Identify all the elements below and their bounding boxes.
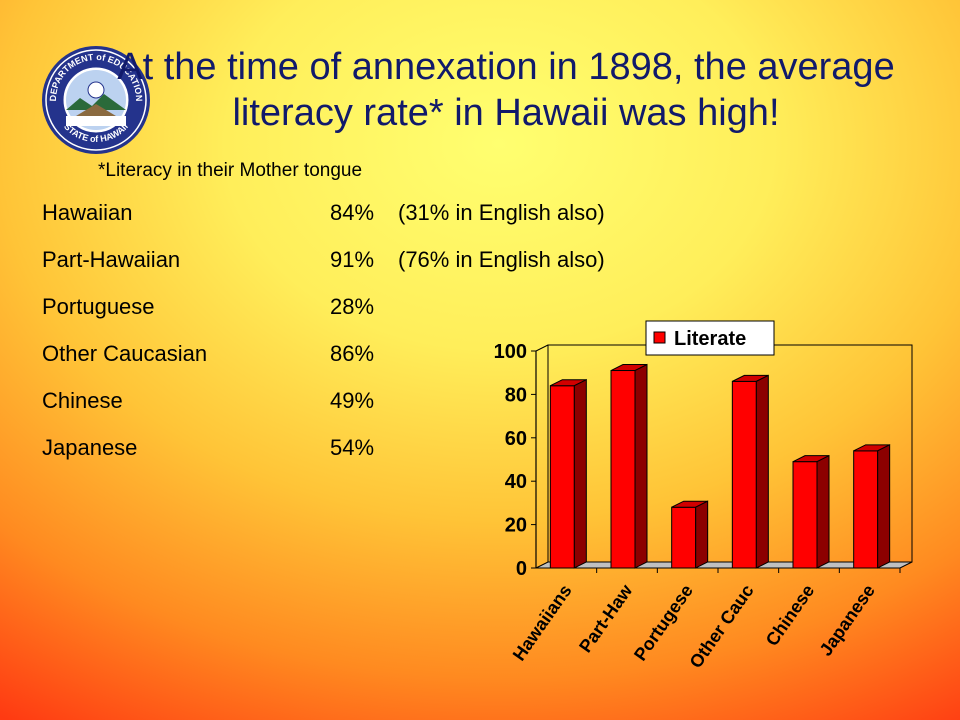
bar-side xyxy=(695,500,709,569)
x-category-label: Portugese xyxy=(630,581,697,665)
y-tick-label: 80 xyxy=(505,384,527,406)
legend xyxy=(645,320,775,356)
group-name: Hawaiian xyxy=(42,200,133,225)
bar-side xyxy=(877,444,891,569)
literacy-rate: 28% xyxy=(330,294,375,319)
y-tick-label: 100 xyxy=(494,341,527,363)
literacy-rate: 49% xyxy=(330,388,375,413)
department-of-education-seal: DEPARTMENT of EDUCATION STATE of HAWAII xyxy=(42,46,150,154)
english-literacy-note: (31% in English also) xyxy=(398,200,605,225)
legend-label: Literate xyxy=(674,328,746,350)
y-tick-label: 60 xyxy=(505,428,527,450)
english-literacy-note: (76% in English also) xyxy=(398,247,605,272)
x-category-label: Part-Haw xyxy=(575,580,637,656)
bar xyxy=(610,370,636,569)
chart-wall-edge xyxy=(535,344,549,352)
literacy-rate: 54% xyxy=(330,435,375,460)
group-name: Portuguese xyxy=(42,294,155,319)
group-name: Japanese xyxy=(42,435,138,460)
group-name: Part-Hawaiian xyxy=(42,247,181,272)
bar xyxy=(671,506,697,569)
literacy-rate: 91% xyxy=(330,247,375,272)
literacy-rate: 84% xyxy=(330,200,375,225)
bar xyxy=(731,380,757,569)
x-category-label: Japanese xyxy=(815,581,878,660)
y-tick-label: 0 xyxy=(516,558,527,580)
y-tick-label: 20 xyxy=(505,515,527,537)
x-category-label: Chinese xyxy=(762,581,819,650)
bar-side xyxy=(816,454,830,569)
bar-side xyxy=(755,374,769,569)
x-category-label: Hawaiians xyxy=(509,581,576,665)
legend-swatch xyxy=(653,331,666,344)
y-tick-label: 40 xyxy=(505,471,527,493)
x-category-label: Other Cauc xyxy=(686,581,758,672)
literacy-footnote: *Literacy in their Mother tongue xyxy=(98,160,363,181)
group-name: Other Caucasian xyxy=(42,341,208,366)
bar xyxy=(549,385,575,569)
slide-title: At the time of annexation in 1898, the a… xyxy=(117,46,895,134)
group-name: Chinese xyxy=(42,388,123,413)
bar-side xyxy=(573,378,587,569)
literacy-bar-chart: 0 20 40 60 80 100 Hawaiians Part-HawPortugeseOt… xyxy=(494,320,913,672)
literacy-rate: 86% xyxy=(330,341,375,366)
bar xyxy=(853,450,879,569)
bar-side xyxy=(634,363,648,569)
bar xyxy=(792,461,818,569)
